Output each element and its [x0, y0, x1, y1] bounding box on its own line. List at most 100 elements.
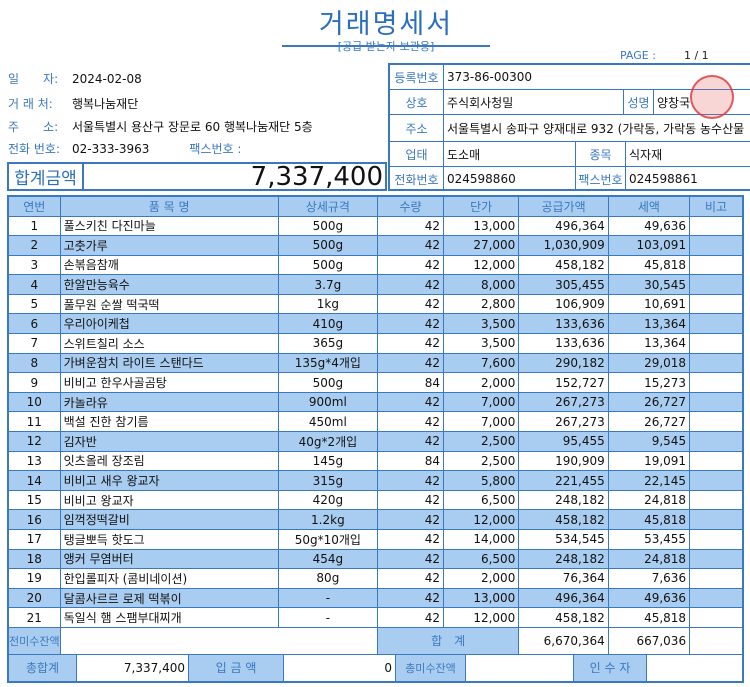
date-label: 일 자:: [8, 72, 59, 86]
col-qty: 42: [377, 274, 445, 295]
col-price: 2,000: [443, 568, 520, 589]
col-no: 16: [7, 509, 61, 530]
phone-label: 전화 번호:: [8, 142, 61, 156]
col-qty: 42: [377, 391, 445, 413]
col-tax: 26,727: [607, 411, 691, 433]
rep-value: 양창국: [657, 95, 691, 110]
col-item: 앵커 무염버터: [59, 548, 279, 570]
header-col-tax: 세액: [607, 195, 691, 217]
col-supply: 248,182: [518, 489, 609, 511]
col-spec: 500g: [277, 254, 379, 276]
col-no: 2: [7, 235, 61, 256]
col-spec: 135g*4개입: [277, 352, 379, 374]
col-qty: 42: [377, 293, 445, 315]
col-note: [689, 313, 744, 335]
col-spec: -: [277, 587, 379, 609]
col-note: [689, 529, 744, 550]
col-spec: 50g*10개입: [277, 529, 379, 550]
col-item: 우리아이케첩: [59, 313, 279, 335]
col-price: 12,000: [443, 607, 520, 628]
col-item: 비비고 새우 왕교자: [59, 470, 279, 491]
col-price: 3,500: [443, 313, 520, 335]
phone-value: 02-333-3963: [72, 142, 150, 156]
total-amount-value: 7,337,400: [250, 162, 383, 192]
col-supply: 267,273: [518, 411, 609, 433]
table-row: 10 카놀라유 900ml 42 7,000 267,273 26,727: [7, 391, 744, 413]
col-no: 20: [7, 587, 61, 609]
table-row: 15 비비고 왕교자 420g 42 6,500 248,182 24,818: [7, 489, 744, 511]
col-tax: 53,455: [607, 529, 691, 550]
col-spec: 500g: [277, 235, 379, 256]
col-supply: 458,182: [518, 509, 609, 530]
col-supply: 458,182: [518, 254, 609, 276]
col-supply: 305,455: [518, 274, 609, 295]
prev-balance-label: 전미수잔액: [7, 626, 61, 655]
col-note: [689, 352, 744, 374]
table-row: 21 독일식 햄 스팸부대찌개 -42 12,000 458,182 45,818: [7, 607, 744, 628]
col-note: [689, 431, 744, 452]
col-supply: 1,030,909: [518, 235, 609, 256]
supplier-info: 등록번호 373-86-00300 상호 주식회사청밀 성명 양창국 주소 서울…: [388, 63, 750, 191]
col-qty: 42: [377, 215, 445, 237]
col-note: [689, 293, 744, 315]
title-underline: [282, 45, 490, 47]
col-tax: 13,364: [607, 313, 691, 335]
table-row: 11 백설 진한 참기름 450ml 42 7,000 267,273 26,727: [7, 411, 744, 433]
col-note: [689, 607, 744, 628]
header-col-no: 연번: [7, 195, 61, 217]
col-spec: 80g: [277, 568, 379, 589]
col-price: 12,000: [443, 254, 520, 276]
page-value: 1 / 1: [683, 49, 709, 62]
sum-note: [689, 626, 744, 655]
col-tax: 13,364: [607, 333, 691, 354]
col-no: 18: [7, 548, 61, 570]
col-tax: 30,545: [607, 274, 691, 295]
col-no: 3: [7, 254, 61, 276]
rep-label: 성명: [624, 90, 654, 114]
col-tax: 45,818: [607, 607, 691, 628]
col-supply: 221,455: [518, 470, 609, 491]
col-price: 2,000: [443, 372, 520, 393]
col-spec: 450ml: [277, 411, 379, 433]
col-price: 2,800: [443, 293, 520, 315]
col-tax: 22,145: [607, 470, 691, 491]
sum-tax: 667,036: [607, 626, 691, 655]
col-no: 15: [7, 489, 61, 511]
col-spec: 410g: [277, 313, 379, 335]
col-tax: 24,818: [607, 548, 691, 570]
table-row: 5 풀무원 순쌀 떡국떡 1kg 42 2,800 106,909 10,691: [7, 293, 744, 315]
col-qty: 42: [377, 489, 445, 511]
col-tax: 45,818: [607, 254, 691, 276]
col-item: 김자반: [59, 431, 279, 452]
col-qty: 42: [377, 548, 445, 570]
table-row: 18 앵커 무염버터 454g 42 6,500 248,182 24,818: [7, 548, 744, 570]
address-line: 주 소: 서울특별시 용산구 장문로 60 행복나눔재단 5층: [8, 118, 313, 135]
col-note: [689, 274, 744, 295]
col-item: 독일식 햄 스팸부대찌개: [59, 607, 279, 628]
biz-label: 업태: [390, 142, 444, 166]
col-supply: 496,364: [518, 587, 609, 609]
col-spec: 40g*2개입: [277, 431, 379, 452]
reg-value: 373-86-00300: [447, 70, 533, 84]
col-supply: 267,273: [518, 391, 609, 413]
col-supply: 534,545: [518, 529, 609, 550]
col-no: 12: [7, 431, 61, 452]
col-qty: 42: [377, 411, 445, 433]
col-supply: 458,182: [518, 607, 609, 628]
col-tax: 103,091: [607, 235, 691, 256]
company-value: 주식회사청밀: [444, 90, 624, 114]
col-note: [689, 391, 744, 413]
col-qty: 42: [377, 431, 445, 452]
col-no: 10: [7, 391, 61, 413]
supplier-fax-value: 024598861: [629, 172, 698, 186]
col-note: [689, 509, 744, 530]
col-note: [689, 254, 744, 276]
col-qty: 42: [377, 509, 445, 530]
table-row: 6 우리아이케첩 410g 42 3,500 133,636 13,364: [7, 313, 744, 335]
page-label: PAGE :: [620, 49, 656, 62]
col-supply: 190,909: [518, 450, 609, 472]
col-qty: 42: [377, 313, 445, 335]
col-no: 13: [7, 450, 61, 472]
col-item: 비비고 왕교자: [59, 489, 279, 511]
unpaid-value: [466, 654, 574, 681]
